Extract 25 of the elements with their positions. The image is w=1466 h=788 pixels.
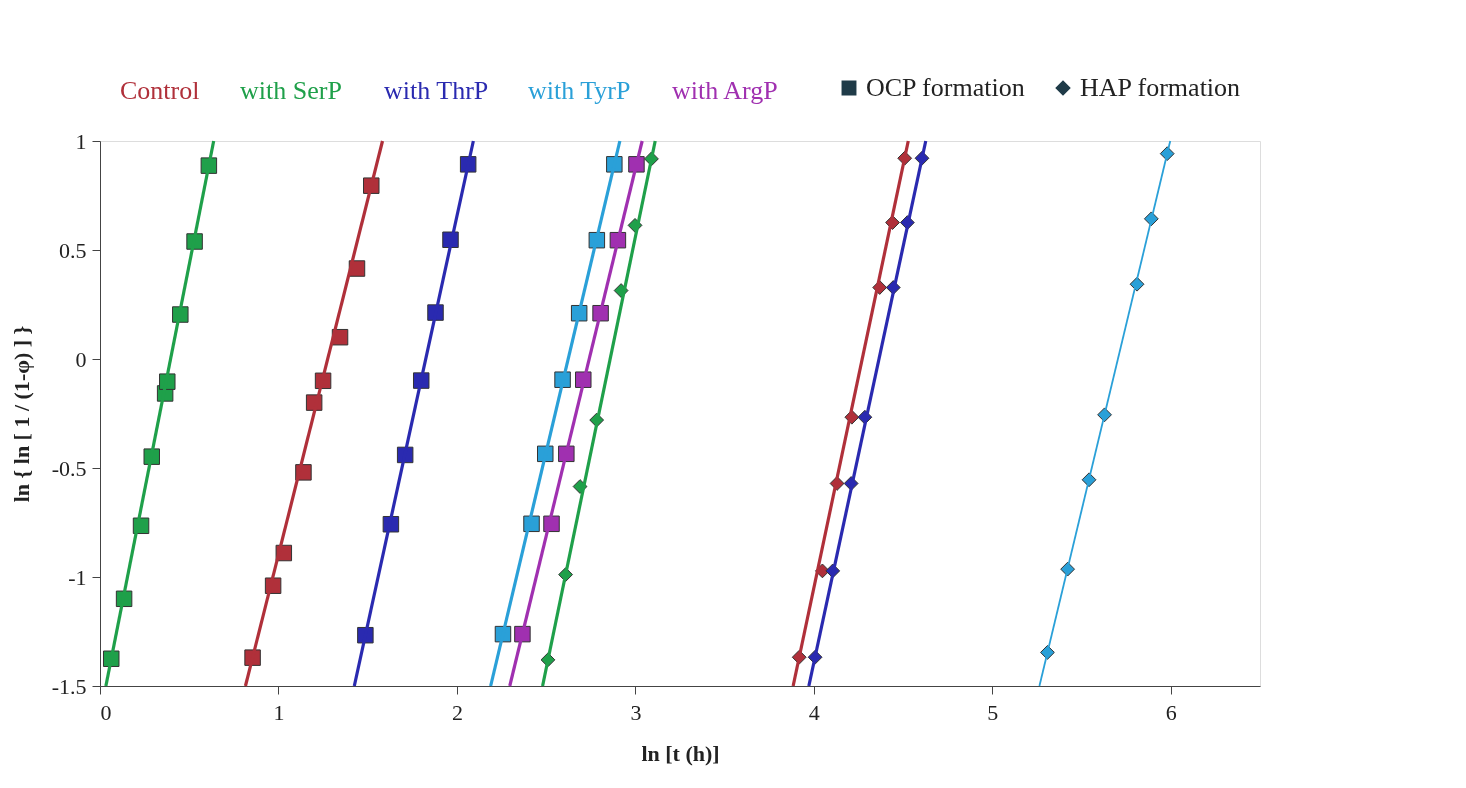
x-tick-label: 4	[808, 699, 820, 725]
text: with TyrP	[528, 76, 631, 105]
y-tick-label: -0.5	[51, 455, 87, 481]
x-axis-title: ln [t (h)]	[641, 740, 720, 766]
y-tick-label: -1	[68, 564, 87, 590]
x-tick-label: 1	[273, 699, 285, 725]
text: OCP formation	[866, 73, 1025, 102]
y-tick-label: 0	[75, 346, 87, 372]
point	[1097, 407, 1112, 423]
x-tick-label: 0	[100, 699, 112, 725]
text: Control	[120, 76, 200, 105]
y-axis-title: ln { ln [ 1 / (1-φ) ] }	[8, 325, 34, 503]
point	[1060, 561, 1076, 577]
point	[1081, 472, 1097, 488]
x-tick-label: 3	[630, 699, 642, 725]
y-tick-label: -1.5	[51, 673, 87, 699]
text: with SerP	[240, 76, 342, 105]
text: HAP formation	[1080, 73, 1241, 102]
x-tick-label: 6	[1165, 699, 1177, 725]
x-tick-label: 2	[451, 699, 463, 725]
y-tick-label: 1	[75, 128, 87, 154]
text: with ArgP	[672, 76, 778, 105]
y-tick-label: 0.5	[59, 237, 87, 263]
text: with ThrP	[384, 76, 489, 105]
x-tick-label: 5	[987, 699, 999, 725]
